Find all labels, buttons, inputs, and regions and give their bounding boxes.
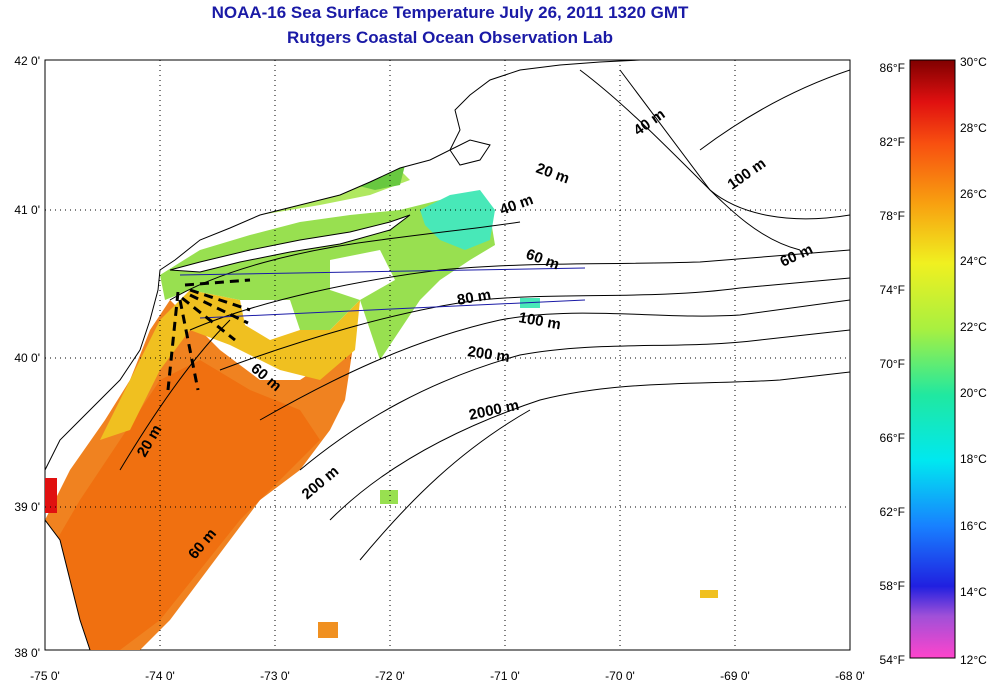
isobaths [119,69,850,561]
colorbar-c-label: 18°C [960,452,987,466]
lat-tick-label: 39 0' [14,500,40,514]
colorbar-c-label: 20°C [960,386,987,400]
glider-tracks [166,278,251,391]
lon-tick-label: -74 0' [145,669,175,683]
colorbar-f-label: 54°F [880,653,905,667]
lat-tick-label: 41 0' [14,203,40,217]
sst-hot-spot [45,478,57,513]
lat-tick-label: 40 0' [14,351,40,365]
isobath-label: 200 m [466,343,510,366]
colorbar-c-label: 14°C [960,585,987,599]
coastline-cape-cod [449,139,491,166]
colorbar-c-label: 28°C [960,121,987,135]
colorbar-f-label: 62°F [880,505,905,519]
sst-shelf-water [160,200,495,360]
sst-orange-band [45,360,320,650]
lon-tick-label: -68 0' [835,669,865,683]
lon-tick-label: -69 0' [720,669,750,683]
map-subtitle: Rutgers Coastal Ocean Observation Lab [287,28,613,47]
colorbar-f-label: 70°F [880,357,905,371]
colorbar-gradient [909,59,956,659]
colorbar-f-label: 74°F [880,283,905,297]
colorbar-f-label: 66°F [880,431,905,445]
colorbar-f-label: 82°F [880,135,905,149]
coastline-long-island [169,214,411,273]
lat-tick-label: 38 0' [14,646,40,660]
lon-tick-label: -72 0' [375,669,405,683]
colorbar-c-label: 24°C [960,254,987,268]
cloud-patch [240,300,300,340]
graticule [45,60,850,650]
coastline-mainland [45,60,641,471]
map-title: NOAA-16 Sea Surface Temperature July 26,… [211,3,689,22]
isobath-label: 80 m [456,286,493,309]
sst-yellow-band [100,290,360,440]
colorbar-c-label: 12°C [960,653,987,667]
colorbar-f-label: 86°F [880,61,905,75]
coastline-south [45,519,91,650]
colorbar: 86°F 82°F 78°F 74°F 70°F 66°F 62°F 58°F … [880,55,988,667]
colorbar-c-label: 26°C [960,187,987,201]
colorbar-f-label: 58°F [880,579,905,593]
lat-tick-label: 42 0' [14,54,40,68]
transect-lines [179,267,586,319]
colorbar-c-label: 22°C [960,320,987,334]
lon-axis: -75 0' -74 0' -73 0' -72 0' -71 0' -70 0… [30,669,865,683]
colorbar-c-label: 16°C [960,519,987,533]
lon-tick-label: -75 0' [30,669,60,683]
lat-axis: 42 0' 41 0' 40 0' 39 0' 38 0' [14,54,40,660]
colorbar-c-label: 30°C [960,55,987,69]
colorbar-f-label: 78°F [880,209,905,223]
lon-tick-label: -70 0' [605,669,635,683]
sst-cool-patch [420,190,495,250]
lon-tick-label: -71 0' [490,669,520,683]
cloud-patch-2 [330,250,395,300]
lon-tick-label: -73 0' [260,669,290,683]
